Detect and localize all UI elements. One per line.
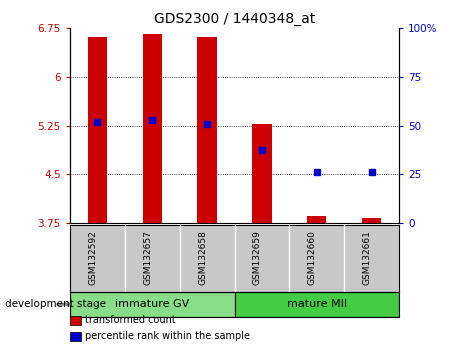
Bar [307,216,327,223]
Text: GSM132658: GSM132658 [198,230,207,285]
Bar [70,292,235,317]
Text: immature GV: immature GV [115,299,189,309]
Bar [198,37,216,223]
Text: transformed count: transformed count [85,315,175,325]
Title: GDS2300 / 1440348_at: GDS2300 / 1440348_at [154,12,315,26]
Text: GSM132657: GSM132657 [143,230,152,285]
Bar [88,37,107,223]
Text: GSM132659: GSM132659 [253,230,262,285]
Bar [143,34,162,223]
Bar [253,124,272,223]
Text: mature MII: mature MII [287,299,347,309]
Text: GSM132661: GSM132661 [363,230,372,285]
Text: percentile rank within the sample: percentile rank within the sample [85,331,250,341]
Text: development stage: development stage [5,299,106,309]
Bar [362,218,381,223]
Text: GSM132592: GSM132592 [88,230,97,285]
Bar [235,292,399,317]
Text: GSM132660: GSM132660 [308,230,317,285]
